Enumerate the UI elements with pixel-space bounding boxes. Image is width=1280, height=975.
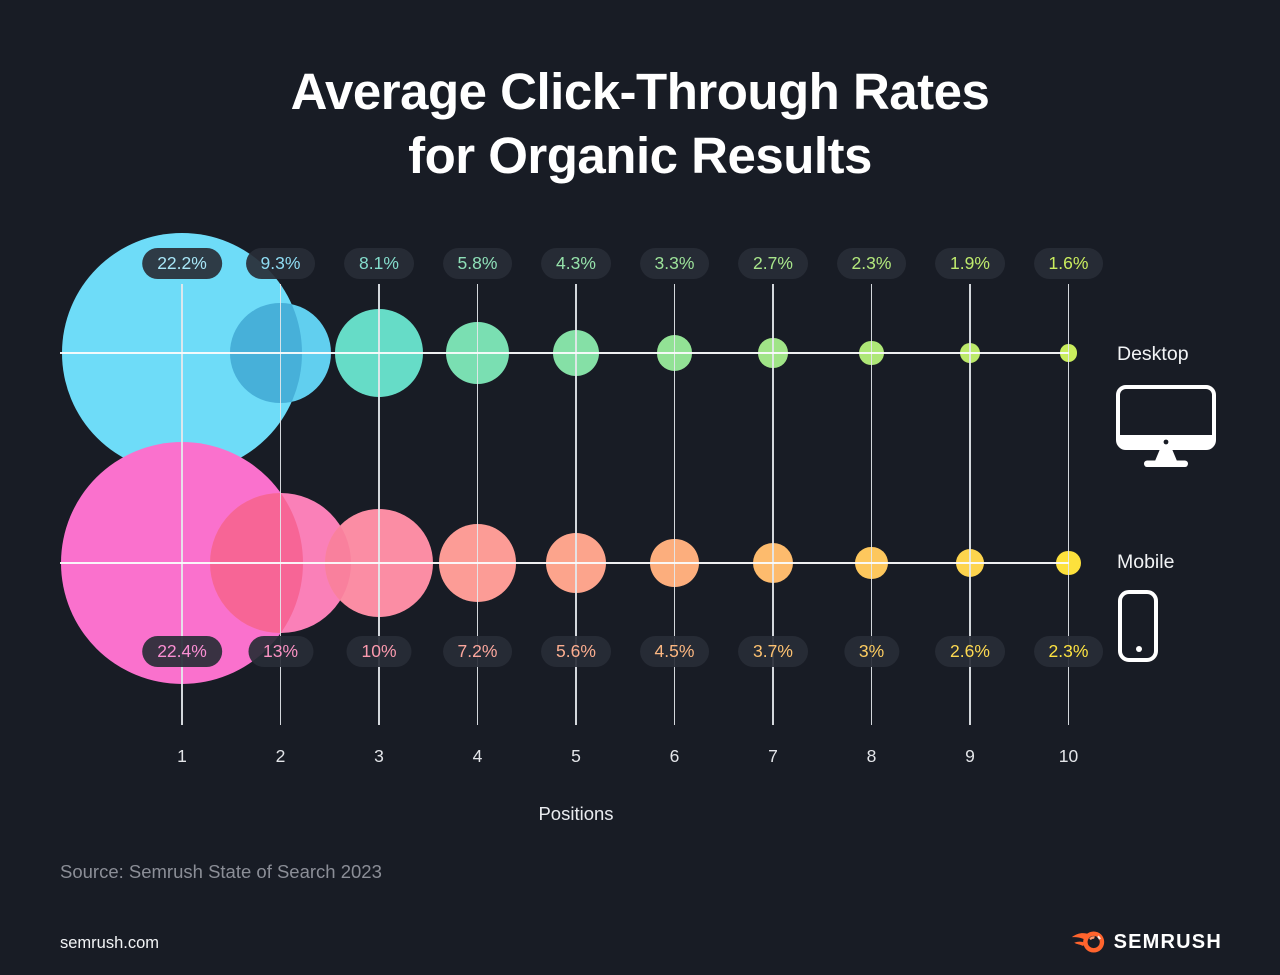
x-axis-tick-9: 9 <box>965 746 975 766</box>
legend-mobile-label: Mobile <box>1117 551 1175 573</box>
x-axis-tick-7: 7 <box>768 746 778 766</box>
x-axis-label: Positions <box>538 803 614 824</box>
gridline-position-5 <box>575 284 577 725</box>
mobile-value-label-pos10: 2.3% <box>1033 636 1104 667</box>
x-axis-tick-10: 10 <box>1058 746 1079 766</box>
mobile-value-label-pos2: 13% <box>247 636 314 667</box>
gridline-position-4 <box>476 284 479 725</box>
desktop-value-label-pos2: 9.3% <box>245 248 316 279</box>
mobile-value-label-pos5: 5.6% <box>541 636 611 667</box>
gridline-mobile-row <box>60 562 1069 564</box>
x-axis-tick-4: 4 <box>472 746 483 766</box>
title-line-1: Average Click-Through Rates <box>290 63 990 120</box>
x-axis-tick-1: 1 <box>177 746 187 766</box>
gridline-position-9 <box>969 284 971 725</box>
mobile-phone-icon <box>1118 590 1158 667</box>
mobile-value-label-pos7: 3.7% <box>738 636 808 667</box>
x-axis-tick-6: 6 <box>669 746 680 766</box>
gridline-position-8 <box>870 284 873 725</box>
gridline-position-10 <box>1067 284 1070 725</box>
semrush-logo: SEMRUSH <box>1071 929 1222 955</box>
mobile-value-label-pos6: 4.5% <box>639 636 710 667</box>
x-axis-tick-5: 5 <box>571 746 581 766</box>
desktop-value-label-pos6: 3.3% <box>639 248 710 279</box>
gridline-position-2 <box>279 284 282 725</box>
desktop-value-label-pos8: 2.3% <box>836 248 907 279</box>
desktop-monitor-icon <box>1116 385 1216 472</box>
gridline-position-1 <box>181 284 183 725</box>
page-title: Average Click-Through Rates for Organic … <box>0 60 1280 188</box>
desktop-value-label-pos7: 2.7% <box>738 248 808 279</box>
mobile-value-label-pos9: 2.6% <box>935 636 1005 667</box>
x-axis-tick-2: 2 <box>275 746 286 766</box>
title-line-2: for Organic Results <box>408 127 872 184</box>
desktop-value-label-pos3: 8.1% <box>344 248 414 279</box>
x-axis-tick-3: 3 <box>374 746 384 766</box>
desktop-value-label-pos9: 1.9% <box>935 248 1005 279</box>
gridline-position-3 <box>378 284 380 725</box>
mobile-value-label-pos3: 10% <box>346 636 412 667</box>
mobile-value-label-pos8: 3% <box>843 636 900 667</box>
site-url: semrush.com <box>60 934 160 952</box>
gridline-desktop-row <box>60 352 1069 354</box>
desktop-value-label-pos5: 4.3% <box>541 248 611 279</box>
mobile-value-label-pos1: 22.4% <box>142 636 222 667</box>
legend-desktop-label: Desktop <box>1117 343 1189 365</box>
source-note: Source: Semrush State of Search 2023 <box>60 861 382 882</box>
mobile-value-label-pos4: 7.2% <box>442 636 513 667</box>
desktop-value-label-pos10: 1.6% <box>1033 248 1104 279</box>
gridline-position-7 <box>772 284 774 725</box>
semrush-logo-icon <box>1071 929 1105 955</box>
desktop-value-label-pos1: 22.2% <box>142 248 222 279</box>
x-axis-tick-8: 8 <box>866 746 877 766</box>
desktop-value-label-pos4: 5.8% <box>442 248 513 279</box>
gridline-position-6 <box>673 284 676 725</box>
semrush-logo-text: SEMRUSH <box>1113 930 1222 953</box>
